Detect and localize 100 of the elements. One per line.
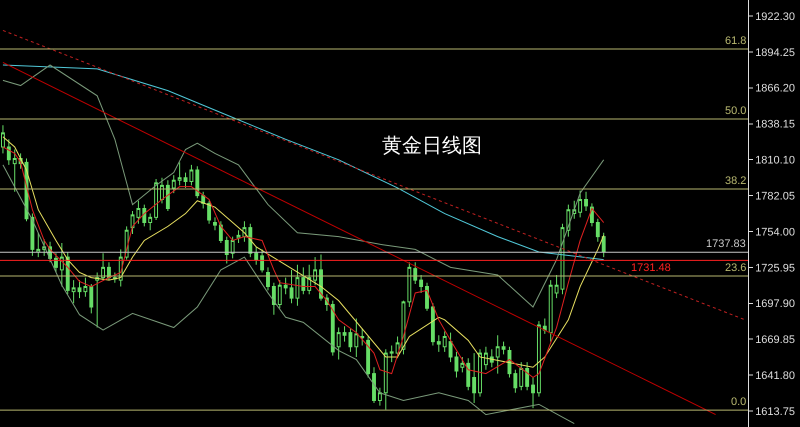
candlestick <box>566 204 570 238</box>
candlestick <box>184 172 188 188</box>
candlestick <box>472 352 476 404</box>
candlestick <box>178 162 182 186</box>
candlestick <box>525 362 530 391</box>
candlestick <box>154 178 158 220</box>
candlestick <box>172 174 176 194</box>
candlestick <box>402 300 406 355</box>
annotation: 38.2 <box>725 175 746 187</box>
candlestick <box>260 248 264 273</box>
candlestick <box>236 230 240 244</box>
candlestick <box>354 318 358 358</box>
line-series <box>2 164 575 424</box>
candlestick <box>536 320 541 398</box>
candlestick <box>478 348 482 398</box>
annotation: 0.0 <box>731 396 746 408</box>
y-tick-label: 1782.05 <box>755 190 795 202</box>
candlestick <box>130 210 134 235</box>
candlestick <box>136 200 140 224</box>
candlestick <box>213 216 217 231</box>
candlestick <box>254 246 258 266</box>
candlestick <box>531 376 535 409</box>
candlestick <box>390 344 394 363</box>
candlestick <box>554 274 559 299</box>
candlestick <box>78 280 82 299</box>
candlestick <box>378 387 382 406</box>
annotation: 50.0 <box>725 105 746 117</box>
candlestick <box>348 328 352 352</box>
candlestick <box>36 232 40 258</box>
candlestick <box>425 282 429 312</box>
candlestick <box>407 262 412 308</box>
candlestick <box>207 200 212 224</box>
line-series <box>2 64 604 260</box>
candlestick <box>436 334 441 352</box>
candlestick <box>295 264 300 306</box>
y-tick-label: 1838.15 <box>755 118 795 131</box>
y-tick-label: 1669.85 <box>755 334 795 346</box>
candlestick <box>118 248 123 288</box>
candlestick <box>342 326 346 342</box>
candlestick <box>278 280 282 309</box>
candlestick <box>336 327 341 360</box>
candlestick <box>484 346 488 370</box>
candlestick <box>442 330 447 352</box>
candlestick <box>54 252 58 273</box>
candlestick <box>542 318 547 334</box>
candlestick <box>560 223 564 295</box>
y-tick-label: 1866.20 <box>755 82 795 95</box>
candlestick <box>372 366 376 404</box>
candlestick <box>502 341 506 355</box>
candlestick <box>460 356 464 373</box>
candlestick <box>218 220 223 244</box>
candlestick <box>89 283 94 314</box>
candlestick <box>189 164 194 186</box>
y-tick-label: 1894.25 <box>755 46 795 59</box>
candlestick <box>419 274 424 294</box>
candlestick <box>584 191 588 212</box>
candlestick <box>166 180 170 212</box>
candlestick <box>366 336 370 378</box>
candlestick <box>1 124 5 154</box>
candlestick <box>60 242 64 288</box>
y-tick-label: 1922.30 <box>755 10 795 23</box>
candlestick <box>578 190 582 218</box>
candlestick <box>83 277 88 298</box>
candlestick <box>572 200 576 220</box>
candlestick <box>272 282 276 316</box>
line-series <box>2 64 604 308</box>
candlestick <box>513 369 518 394</box>
y-tick-label: 1725.95 <box>755 262 795 274</box>
candlestick <box>301 266 306 295</box>
candlestick <box>12 149 17 192</box>
candlestick <box>396 336 400 359</box>
candlestick <box>384 348 388 410</box>
candlestick <box>195 166 200 199</box>
candlestick <box>508 346 512 378</box>
candlestick <box>148 213 152 231</box>
annotation: 61.8 <box>725 35 746 47</box>
ref-line-label: 1737.83 <box>706 238 746 250</box>
candlestick <box>596 218 600 242</box>
candlestick <box>313 256 318 286</box>
candlestick <box>548 280 553 342</box>
y-tick-label: 1613.75 <box>755 406 795 418</box>
text: 黄金日线图 <box>382 135 482 158</box>
candlestick <box>160 177 164 204</box>
y-tick-label: 1697.90 <box>755 298 795 310</box>
candlestick <box>430 302 435 346</box>
ref-line-label: 1731.48 <box>631 262 671 274</box>
y-tick-label: 1810.10 <box>755 154 795 167</box>
candlestick <box>242 220 246 242</box>
candlestick <box>284 277 288 295</box>
candlestick <box>101 252 106 281</box>
y-tick-label: 1754.00 <box>755 226 795 238</box>
candlestick <box>6 138 11 166</box>
candlestick <box>72 280 76 304</box>
candlestick <box>448 332 453 363</box>
candlestick <box>290 269 294 304</box>
candlestick <box>413 262 418 284</box>
candlestick <box>307 264 312 295</box>
candlestick <box>266 266 270 291</box>
candlestick <box>496 334 500 374</box>
candlestick <box>224 236 229 264</box>
